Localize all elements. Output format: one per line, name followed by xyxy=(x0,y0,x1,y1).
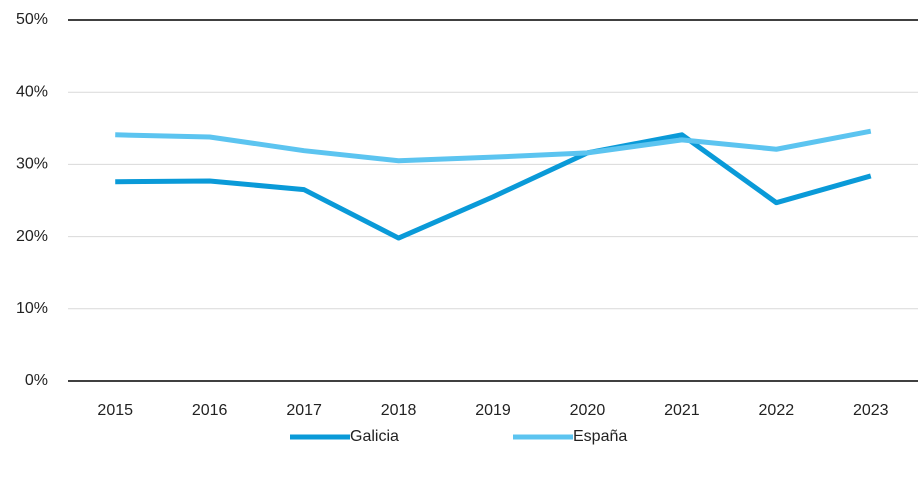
x-tick-label: 2015 xyxy=(97,402,133,419)
x-tick-label: 2018 xyxy=(381,402,417,419)
x-tick-label: 2023 xyxy=(853,402,889,419)
y-tick-label: 50% xyxy=(16,11,48,28)
x-tick-label: 2016 xyxy=(192,402,228,419)
legend-label: Galicia xyxy=(350,428,399,445)
x-tick-label: 2021 xyxy=(664,402,700,419)
y-tick-label: 0% xyxy=(25,372,48,389)
line-series xyxy=(115,132,872,241)
y-tick-label: 40% xyxy=(16,83,48,100)
x-tick-label: 2017 xyxy=(286,402,322,419)
y-tick-label: 30% xyxy=(16,156,48,173)
legend-label: España xyxy=(573,428,627,445)
x-tick-label: 2022 xyxy=(759,402,795,419)
x-tick-label: 2020 xyxy=(570,402,606,419)
line-series xyxy=(115,128,872,164)
x-tick-label: 2019 xyxy=(475,402,511,419)
y-tick-label: 10% xyxy=(16,300,48,317)
y-tick-label: 20% xyxy=(16,228,48,245)
